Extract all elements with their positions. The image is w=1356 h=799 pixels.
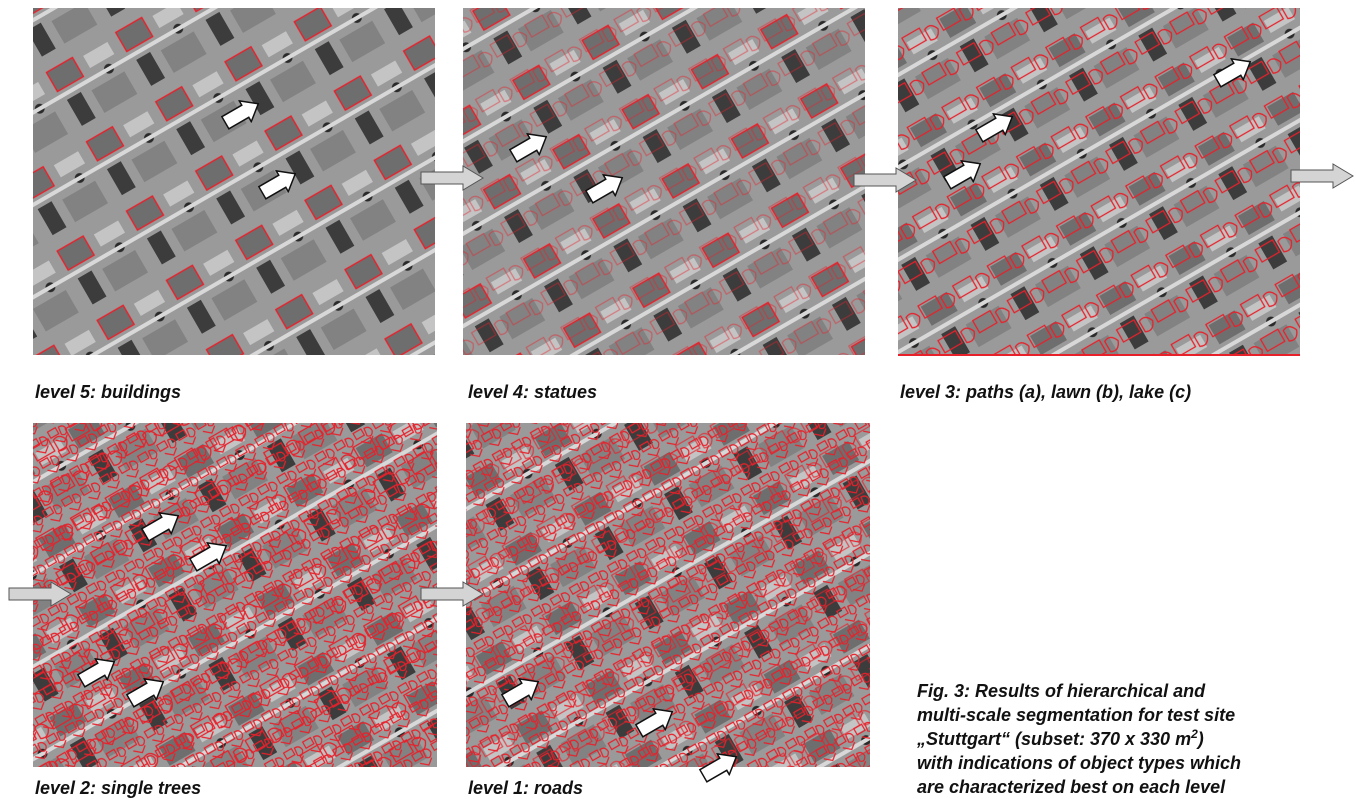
panel-caption: level 4: statues xyxy=(468,382,597,402)
superscript: 2 xyxy=(1190,727,1198,741)
panel-caption: level 3: paths (a), lawn (b), lake (c) xyxy=(900,382,1191,402)
caption-line: are characterized best on each level xyxy=(917,777,1226,797)
caption-line: Fig. 3: Results of hierarchical and xyxy=(917,681,1206,701)
caption-line: multi-scale segmentation for test site xyxy=(917,705,1235,725)
caption-line: with indications of object types which xyxy=(917,753,1241,773)
caption-text: „Stuttgart“ (subset: 370 x 330 m xyxy=(916,729,1191,749)
panel-caption: level 5: buildings xyxy=(35,382,181,402)
image-panel xyxy=(466,423,870,767)
caption-line: „Stuttgart“ (subset: 370 x 330 m2) xyxy=(916,727,1204,749)
image-panel xyxy=(463,8,865,355)
caption-text: ) xyxy=(1196,729,1204,749)
figure-caption: Fig. 3: Results of hierarchical and mult… xyxy=(916,681,1241,797)
panel-caption: level 2: single trees xyxy=(35,778,201,798)
image-panel xyxy=(33,8,435,355)
panel-caption: level 1: roads xyxy=(468,778,583,798)
image-panel xyxy=(33,423,437,767)
